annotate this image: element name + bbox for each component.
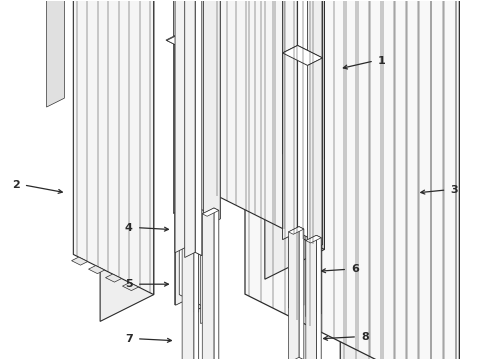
Polygon shape xyxy=(185,0,203,316)
Text: 1: 1 xyxy=(377,56,385,66)
Polygon shape xyxy=(288,139,298,308)
Polygon shape xyxy=(183,146,198,154)
Text: 3: 3 xyxy=(449,185,457,195)
Polygon shape xyxy=(175,0,192,213)
Polygon shape xyxy=(193,146,198,312)
Polygon shape xyxy=(175,39,187,305)
Polygon shape xyxy=(200,155,216,163)
Polygon shape xyxy=(305,148,316,317)
Text: 5: 5 xyxy=(125,279,133,289)
Polygon shape xyxy=(202,0,217,174)
Polygon shape xyxy=(178,0,203,307)
Polygon shape xyxy=(100,0,153,321)
Polygon shape xyxy=(165,34,187,44)
Polygon shape xyxy=(298,139,303,305)
Polygon shape xyxy=(297,0,322,159)
Polygon shape xyxy=(192,0,201,208)
Polygon shape xyxy=(305,235,316,360)
Polygon shape xyxy=(195,0,202,256)
Polygon shape xyxy=(288,227,303,234)
Polygon shape xyxy=(184,0,195,257)
Polygon shape xyxy=(307,58,322,252)
Polygon shape xyxy=(316,148,321,314)
Polygon shape xyxy=(211,155,216,321)
Polygon shape xyxy=(192,0,217,166)
Polygon shape xyxy=(282,0,297,154)
Polygon shape xyxy=(175,0,201,247)
Polygon shape xyxy=(340,0,458,360)
Polygon shape xyxy=(316,235,321,360)
Polygon shape xyxy=(282,45,322,66)
Text: 6: 6 xyxy=(350,264,358,274)
Polygon shape xyxy=(122,283,138,291)
Text: 8: 8 xyxy=(360,332,368,342)
Polygon shape xyxy=(179,34,187,299)
Polygon shape xyxy=(297,45,322,245)
Polygon shape xyxy=(200,155,211,324)
Polygon shape xyxy=(175,0,184,208)
Polygon shape xyxy=(175,0,185,253)
Polygon shape xyxy=(190,0,201,253)
Polygon shape xyxy=(174,38,187,305)
Text: 7: 7 xyxy=(125,334,133,344)
Polygon shape xyxy=(305,148,321,156)
Polygon shape xyxy=(88,266,104,274)
Polygon shape xyxy=(203,0,220,227)
Polygon shape xyxy=(307,0,322,166)
Polygon shape xyxy=(298,227,303,360)
Polygon shape xyxy=(46,0,64,107)
Polygon shape xyxy=(183,146,193,315)
Polygon shape xyxy=(214,208,218,360)
Polygon shape xyxy=(182,198,193,360)
Polygon shape xyxy=(190,0,201,213)
Polygon shape xyxy=(288,227,298,360)
Polygon shape xyxy=(202,208,218,216)
Polygon shape xyxy=(244,0,458,360)
Polygon shape xyxy=(178,34,187,298)
Polygon shape xyxy=(264,0,324,279)
Text: 2: 2 xyxy=(12,180,20,190)
Polygon shape xyxy=(166,34,187,45)
Polygon shape xyxy=(282,45,297,240)
Polygon shape xyxy=(215,0,324,249)
Polygon shape xyxy=(173,0,184,213)
Polygon shape xyxy=(185,0,192,251)
Polygon shape xyxy=(192,0,220,219)
Polygon shape xyxy=(193,198,198,360)
Polygon shape xyxy=(288,139,303,147)
Polygon shape xyxy=(305,235,321,243)
Polygon shape xyxy=(182,198,198,206)
Polygon shape xyxy=(202,208,214,360)
Polygon shape xyxy=(105,274,122,282)
Text: 4: 4 xyxy=(125,222,133,233)
Polygon shape xyxy=(177,0,192,161)
Polygon shape xyxy=(71,257,87,265)
Polygon shape xyxy=(73,0,153,294)
